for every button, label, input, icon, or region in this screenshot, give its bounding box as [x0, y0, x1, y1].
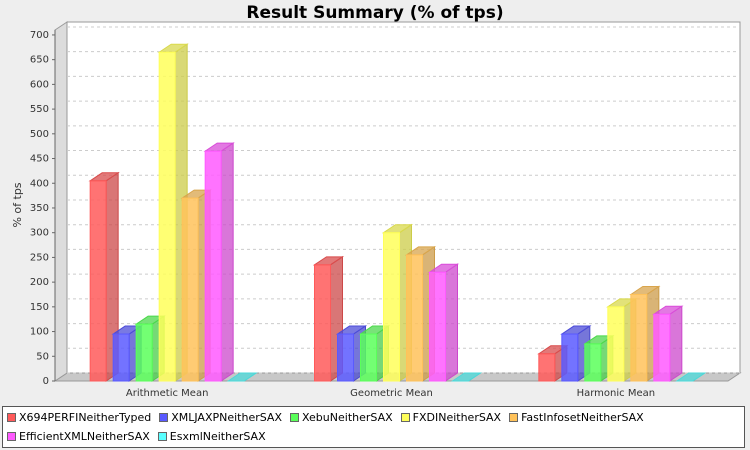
legend-label: EsxmlNeitherSAX: [169, 430, 266, 443]
bar: [630, 293, 648, 382]
bar: [538, 353, 556, 382]
bar: [158, 51, 176, 382]
bar: [337, 333, 354, 382]
legend-swatch: [509, 413, 519, 422]
legend-swatch: [157, 432, 167, 441]
bar: [607, 306, 625, 382]
legend-item: X694PERFINeitherTyped: [7, 411, 151, 424]
legend-item: XebuNeitherSAX: [290, 411, 393, 424]
y-tick-label: 0: [43, 376, 49, 387]
y-tick-label: 650: [30, 55, 49, 66]
y-tick-label: 600: [30, 79, 49, 90]
legend-item: FXDINeitherSAX: [400, 411, 502, 424]
legend-label: XMLJAXPNeitherSAX: [171, 411, 282, 424]
bar-side: [445, 263, 458, 382]
y-tick-label: 350: [30, 203, 49, 214]
legend-swatch: [159, 413, 169, 422]
bar: [135, 323, 153, 382]
bar: [181, 197, 199, 382]
y-tick-label: 400: [30, 178, 49, 189]
bar: [112, 333, 130, 382]
x-tick-label: Arithmetic Mean: [126, 388, 209, 399]
x-tick-label: Harmonic Mean: [577, 388, 655, 399]
legend-label: EfficientXMLNeitherSAX: [19, 430, 150, 443]
bar: [429, 271, 446, 382]
bar-top: [675, 372, 707, 382]
legend-swatch: [7, 432, 16, 441]
y-tick-label: 250: [30, 252, 49, 263]
legend-item: EfficientXMLNeitherSAX: [7, 430, 150, 443]
bar: [653, 313, 671, 382]
bar-side: [220, 142, 234, 382]
legend-label: X694PERFINeitherTyped: [19, 411, 152, 424]
y-tick-label: 700: [30, 30, 49, 41]
bar-top: [226, 372, 258, 382]
x-tick-label: Geometric Mean: [350, 388, 433, 399]
y-tick-label: 450: [30, 154, 49, 165]
bar-top: [450, 372, 483, 382]
y-tick-label: 50: [36, 351, 49, 362]
chart-title: Result Summary (% of tps): [246, 3, 503, 23]
y-tick-label: 500: [30, 129, 49, 140]
legend-label: FastInfosetNeitherSAX: [521, 411, 644, 424]
y-tick-label: 100: [30, 327, 49, 338]
legend-label: FXDINeitherSAX: [412, 411, 502, 424]
bar: [406, 254, 423, 382]
bar: [584, 343, 602, 382]
legend-item: EsxmlNeitherSAX: [157, 430, 266, 443]
legend: X694PERFINeitherTyped XMLJAXPNeitherSAX Xe…: [2, 406, 745, 448]
bar: [314, 264, 331, 382]
legend-item: FastInfosetNeitherSAX: [509, 411, 644, 424]
bar: [360, 333, 377, 382]
chart: Result Summary (% of tps) % of tps 0 50 10…: [11, 3, 742, 399]
legend-swatch: [400, 413, 410, 422]
legend-item: XMLJAXPNeitherSAX: [159, 411, 282, 424]
legend-label: XebuNeitherSAX: [302, 411, 393, 424]
y-axis-label: % of tps: [11, 182, 24, 227]
bar-side: [669, 305, 683, 382]
bar: [561, 333, 579, 382]
plot-side-wall: [54, 21, 68, 382]
y-tick-label: 200: [30, 277, 49, 288]
y-tick-label: 150: [30, 302, 49, 313]
bar: [383, 232, 400, 382]
bar: [89, 180, 107, 382]
y-tick-label: 300: [30, 228, 49, 239]
legend-swatch: [290, 413, 299, 422]
legend-swatch: [7, 413, 16, 422]
bar: [204, 150, 222, 382]
y-tick-label: 550: [30, 104, 49, 115]
